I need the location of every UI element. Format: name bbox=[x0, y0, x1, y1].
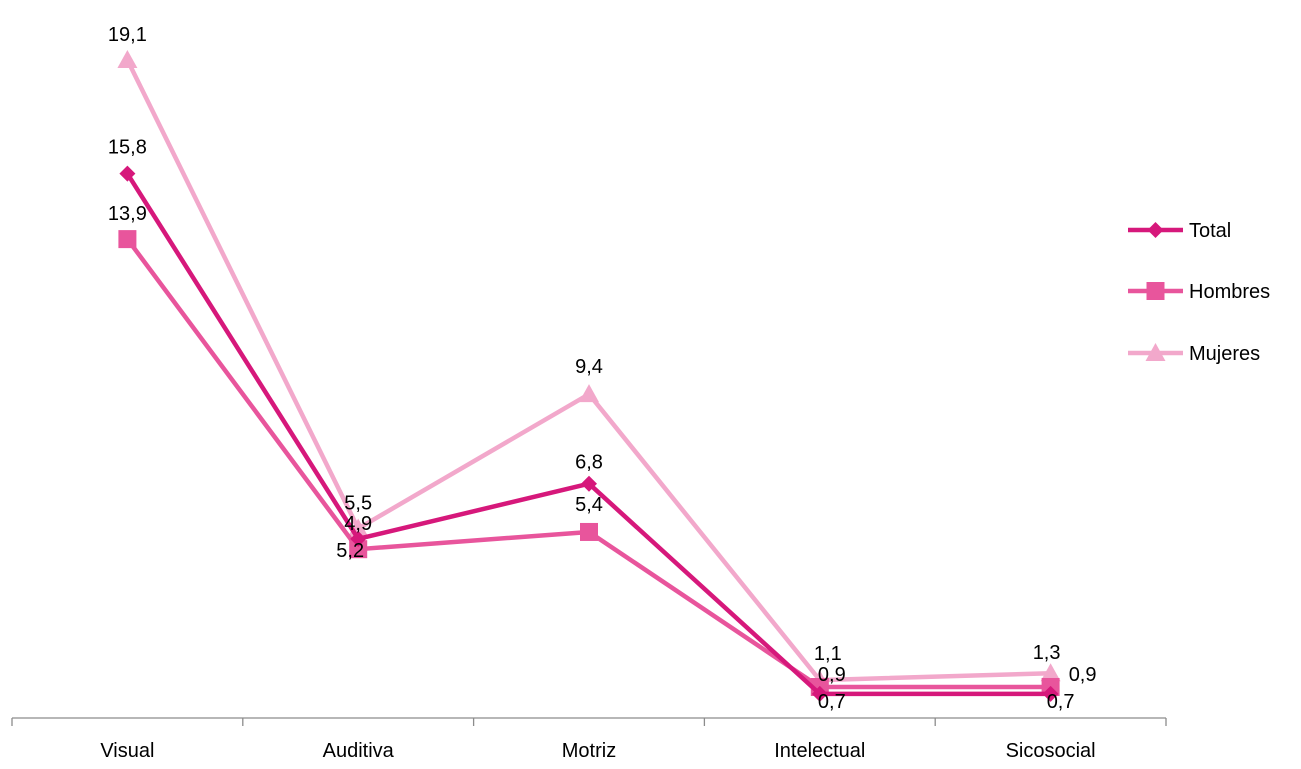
legend-label: Mujeres bbox=[1189, 343, 1260, 365]
data-label: 1,3 bbox=[1033, 642, 1061, 664]
data-label: 6,8 bbox=[575, 452, 603, 474]
data-label: 5,5 bbox=[344, 493, 372, 515]
legend-item-hombres: Hombres bbox=[1128, 281, 1270, 303]
data-label: 0,7 bbox=[818, 691, 846, 713]
legend: Total Hombres Mujeres bbox=[1128, 220, 1270, 365]
legend-item-total: Total bbox=[1128, 220, 1231, 242]
data-point-marker bbox=[579, 384, 599, 402]
x-tick-label: Visual bbox=[100, 740, 154, 762]
series-line bbox=[127, 174, 1050, 694]
legend-swatch-marker bbox=[1148, 222, 1164, 238]
data-label: 4,9 bbox=[344, 513, 372, 535]
data-label: 9,4 bbox=[575, 356, 603, 378]
x-tick-label: Sicosocial bbox=[1006, 740, 1096, 762]
data-label: 0,9 bbox=[818, 664, 846, 686]
data-label: 1,1 bbox=[814, 643, 842, 665]
data-label: 15,8 bbox=[108, 137, 147, 159]
data-point-marker bbox=[118, 230, 136, 248]
x-tick-label: Motriz bbox=[562, 740, 616, 762]
data-point-marker bbox=[117, 50, 137, 68]
data-label: 0,7 bbox=[1047, 691, 1075, 713]
x-tick-label: Auditiva bbox=[323, 740, 395, 762]
data-label: 13,9 bbox=[108, 203, 147, 225]
legend-item-mujeres: Mujeres bbox=[1128, 343, 1260, 365]
x-tick-label: Intelectual bbox=[774, 740, 865, 762]
series-total bbox=[119, 166, 1058, 702]
data-point-marker bbox=[580, 523, 598, 541]
legend-label: Total bbox=[1189, 220, 1231, 242]
x-axis: Visual Auditiva Motriz Intelectual Sicosocia… bbox=[12, 718, 1166, 762]
legend-swatch-marker bbox=[1147, 282, 1165, 300]
data-label: 0,9 bbox=[1069, 664, 1097, 686]
data-label: 5,4 bbox=[575, 494, 603, 516]
data-label: 5,2 bbox=[336, 540, 364, 562]
legend-label: Hombres bbox=[1189, 281, 1270, 303]
data-label: 19,1 bbox=[108, 24, 147, 46]
data-labels: 15,8 5,2 6,8 0,7 0,7 13,9 4,9 5,4 0,9 0,9 19,1 5,5 9… bbox=[108, 24, 1097, 713]
